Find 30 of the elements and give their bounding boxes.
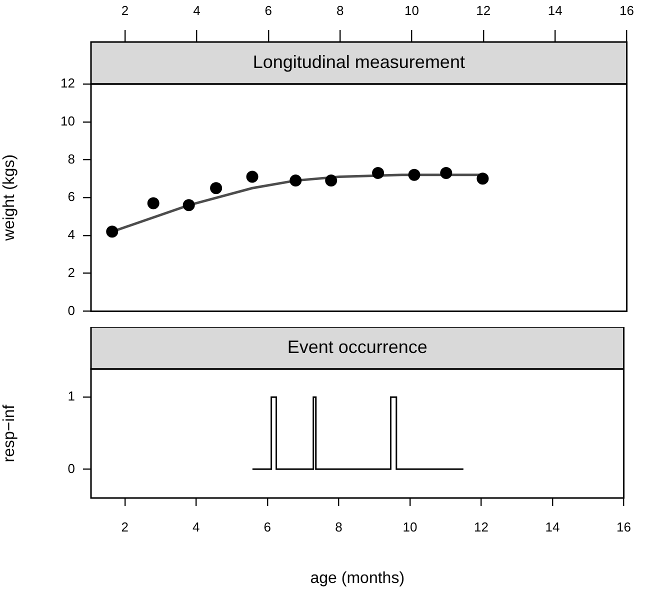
chart-title: Event occurrence bbox=[287, 336, 428, 357]
x2-tick-label: 10 bbox=[404, 2, 419, 18]
y-tick-label: 0 bbox=[68, 302, 75, 318]
x-axis-title: age (months) bbox=[310, 570, 405, 587]
x-tick-label: 4 bbox=[192, 519, 200, 534]
x-tick-label: 12 bbox=[474, 519, 488, 534]
x-tick-label: 6 bbox=[264, 519, 272, 534]
y-tick-label: 0 bbox=[68, 460, 75, 476]
chart-title: Longitudinal measurement bbox=[252, 52, 465, 72]
x2-tick-label: 16 bbox=[620, 2, 634, 18]
x-tick-label: 10 bbox=[402, 519, 418, 534]
y-axis-title: resp−inf bbox=[1, 404, 18, 462]
x-tick-label: 14 bbox=[545, 519, 560, 534]
x-tick-label: 2 bbox=[121, 519, 128, 534]
y-tick-label: 2 bbox=[68, 264, 75, 280]
x2-tick-label: 12 bbox=[476, 2, 491, 18]
x-tick-label: 16 bbox=[616, 519, 632, 534]
y-axis-title: weight (kgs) bbox=[1, 154, 18, 242]
x2-tick-label: 4 bbox=[193, 2, 200, 18]
x2-tick-label: 2 bbox=[121, 2, 129, 18]
y-tick-label: 12 bbox=[60, 76, 75, 91]
x2-tick-label: 6 bbox=[264, 2, 272, 18]
y-tick-label: 1 bbox=[68, 388, 75, 404]
x2-tick-label: 8 bbox=[336, 2, 344, 18]
x2-tick-label: 14 bbox=[548, 2, 562, 18]
y-tick-label: 10 bbox=[60, 113, 75, 128]
y-tick-label: 8 bbox=[68, 151, 75, 166]
y-tick-label: 6 bbox=[68, 189, 75, 204]
x-tick-label: 8 bbox=[335, 519, 342, 534]
y-tick-label: 4 bbox=[68, 227, 75, 242]
